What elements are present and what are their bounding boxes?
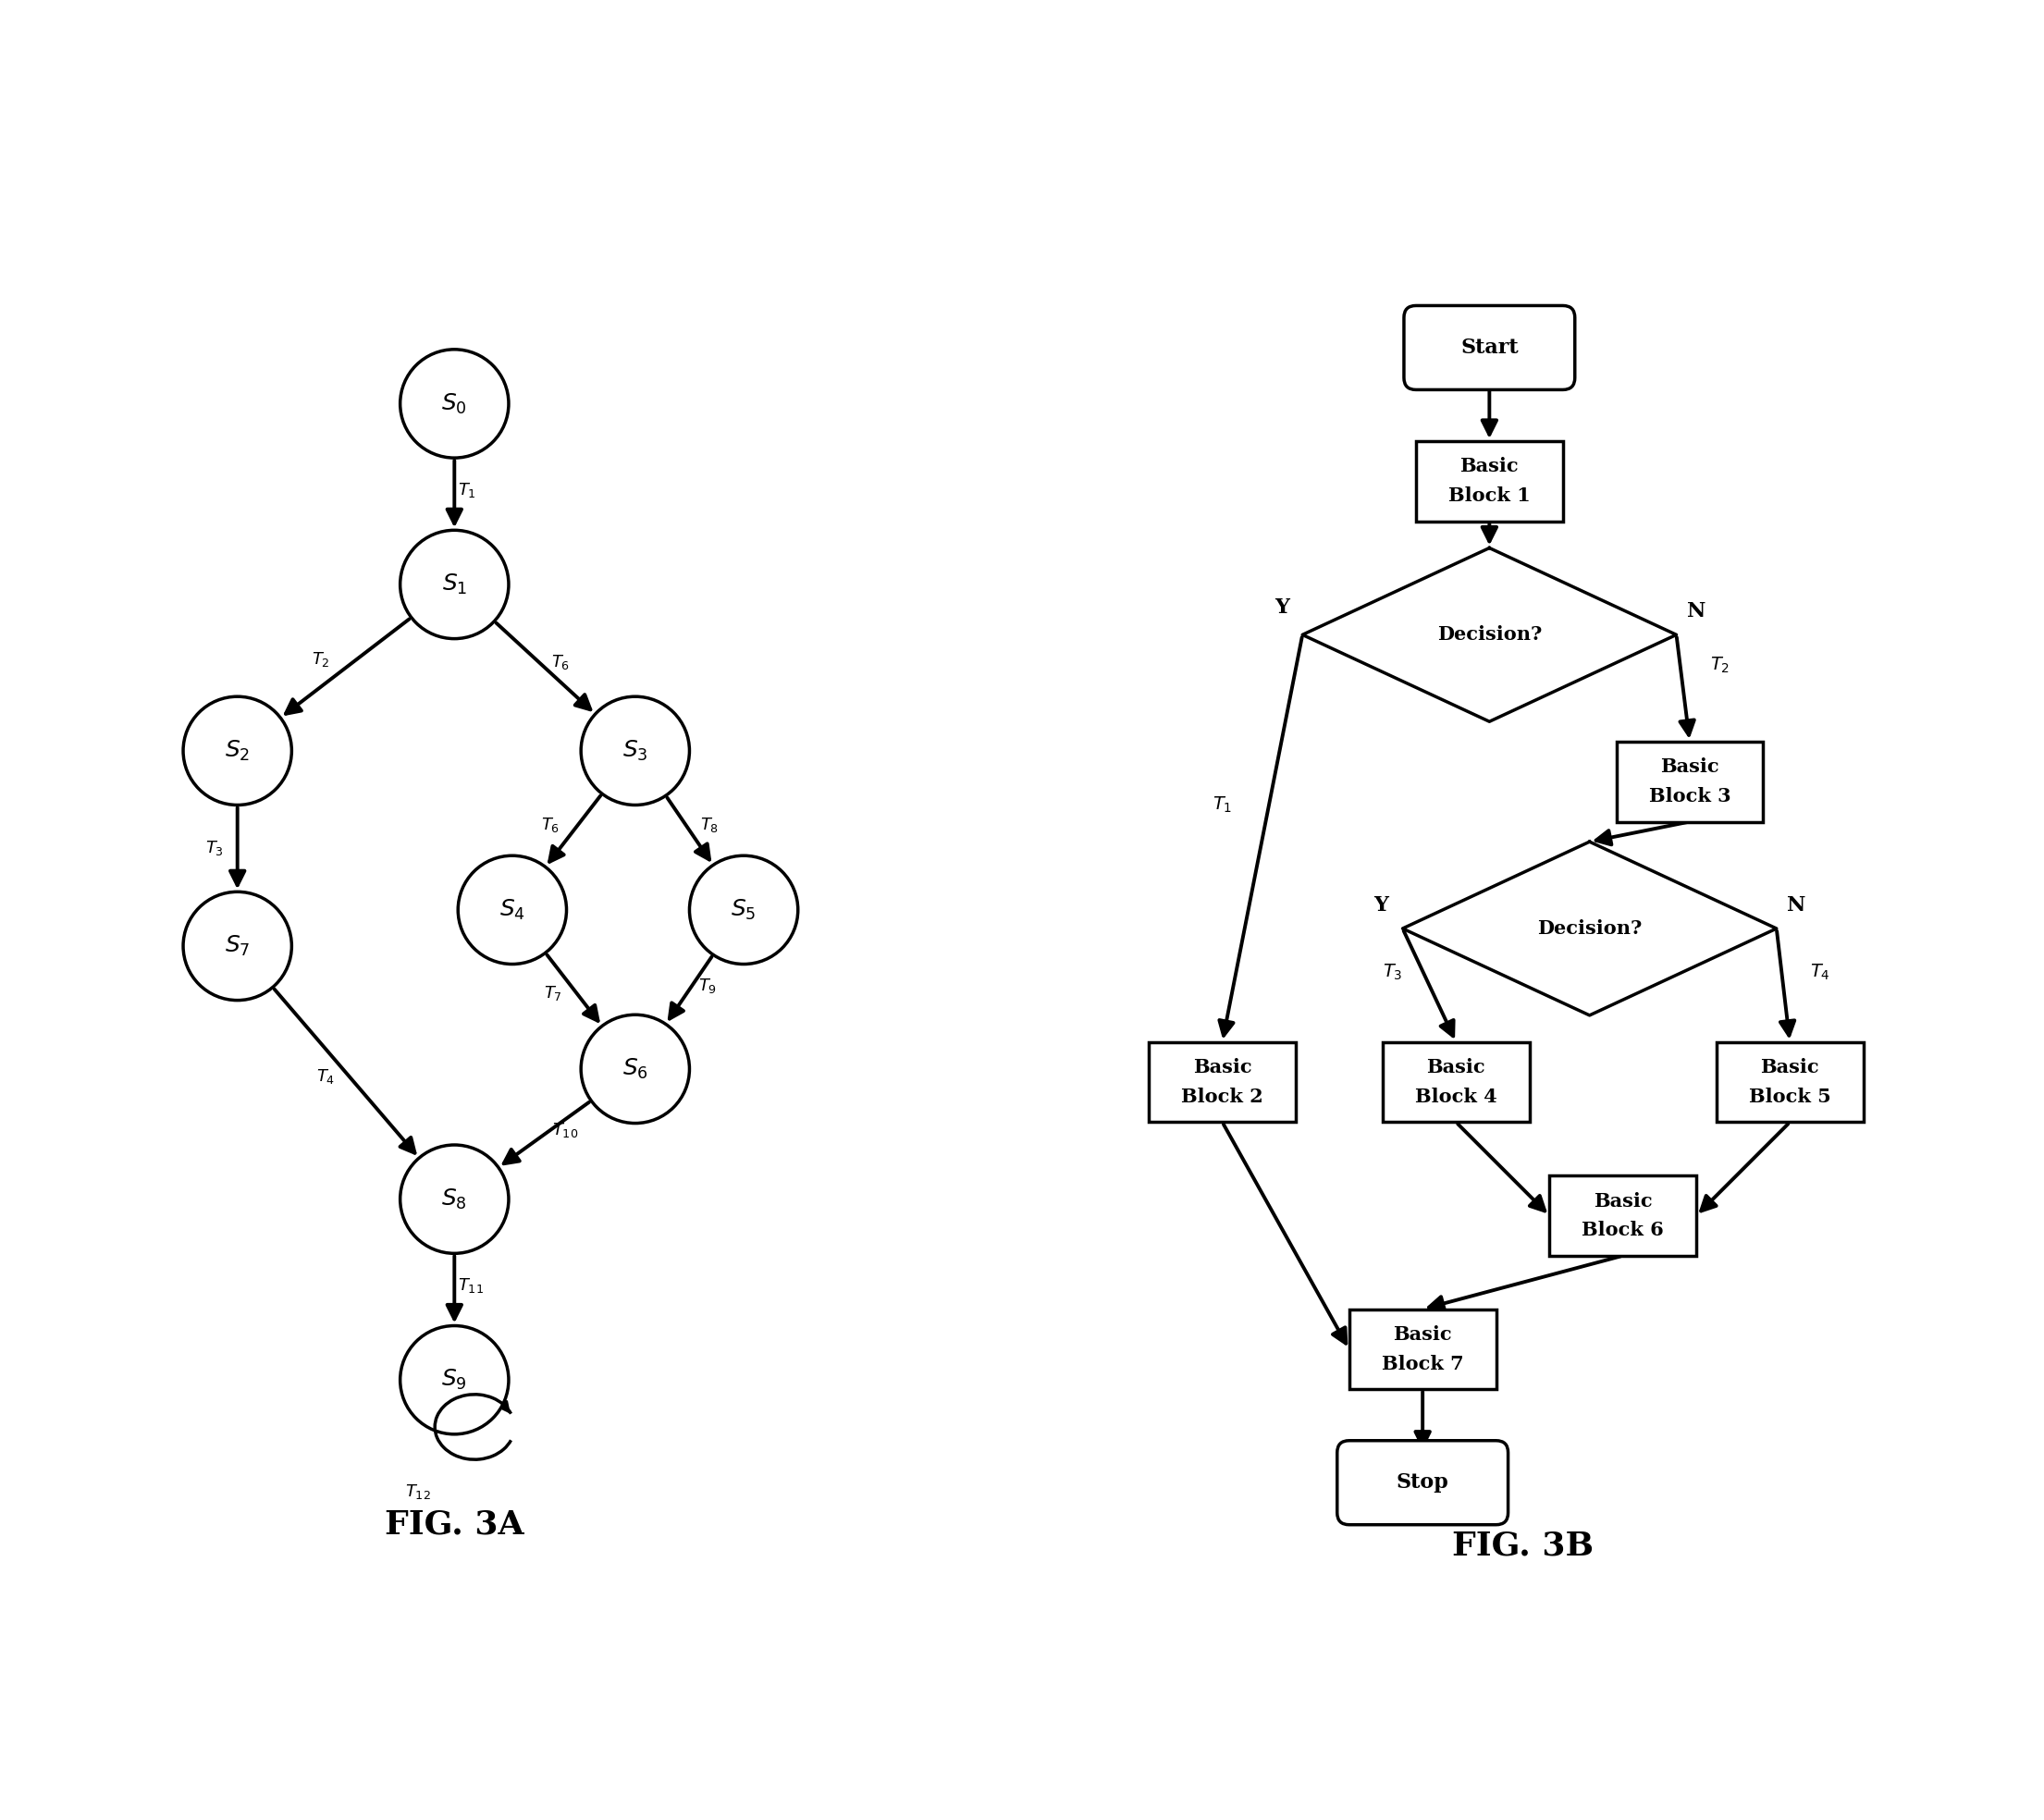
Text: $T_{8}$: $T_{8}$ — [701, 815, 719, 834]
Text: FIG. 3A: FIG. 3A — [384, 1509, 523, 1540]
Text: $T_4$: $T_4$ — [1809, 963, 1829, 981]
Text: Y: Y — [1275, 597, 1290, 619]
Text: $S_{7}$: $S_{7}$ — [225, 934, 249, 957]
Circle shape — [184, 892, 292, 1001]
Bar — [1416, 440, 1564, 521]
Text: Block 4: Block 4 — [1414, 1088, 1496, 1107]
Text: $T_{6}$: $T_{6}$ — [542, 815, 560, 834]
Text: Basic: Basic — [1459, 457, 1519, 475]
Text: $T_{7}$: $T_{7}$ — [544, 985, 562, 1003]
Text: Y: Y — [1374, 895, 1388, 915]
Text: $S_{5}$: $S_{5}$ — [732, 897, 756, 923]
Text: Basic: Basic — [1394, 1325, 1451, 1343]
Circle shape — [401, 1145, 509, 1254]
Text: $S_{9}$: $S_{9}$ — [442, 1369, 468, 1392]
Text: $T_2$: $T_2$ — [1711, 655, 1729, 675]
Text: $T_{6}$: $T_{6}$ — [552, 653, 570, 672]
Bar — [1617, 741, 1764, 821]
Circle shape — [689, 855, 797, 965]
Text: Basic: Basic — [1427, 1057, 1486, 1077]
Text: $T_{2}$: $T_{2}$ — [311, 650, 329, 668]
Text: $S_{4}$: $S_{4}$ — [499, 897, 525, 923]
Text: $T_{10}$: $T_{10}$ — [552, 1121, 578, 1139]
Text: $S_{8}$: $S_{8}$ — [442, 1187, 468, 1212]
FancyBboxPatch shape — [1337, 1441, 1508, 1525]
Circle shape — [580, 1016, 689, 1123]
Text: $T_{3}$: $T_{3}$ — [204, 839, 223, 857]
Bar — [1149, 1043, 1296, 1123]
Text: Basic: Basic — [1194, 1057, 1251, 1077]
Text: $T_{12}$: $T_{12}$ — [405, 1483, 431, 1502]
Text: Block 1: Block 1 — [1449, 486, 1531, 506]
Text: $T_{1}$: $T_{1}$ — [458, 480, 476, 501]
Bar — [1549, 1176, 1697, 1256]
Text: Decision?: Decision? — [1437, 626, 1541, 644]
Text: Stop: Stop — [1396, 1472, 1449, 1492]
Text: $S_{0}$: $S_{0}$ — [442, 391, 468, 415]
Text: Start: Start — [1459, 337, 1519, 359]
Text: Basic: Basic — [1594, 1192, 1652, 1210]
Text: Basic: Basic — [1760, 1057, 1819, 1077]
Circle shape — [401, 530, 509, 639]
Text: $T_3$: $T_3$ — [1382, 963, 1402, 981]
Text: Basic: Basic — [1660, 757, 1719, 775]
Circle shape — [401, 349, 509, 459]
Text: $T_{4}$: $T_{4}$ — [317, 1067, 335, 1085]
Bar — [1382, 1043, 1529, 1123]
Text: $T_{9}$: $T_{9}$ — [699, 977, 717, 996]
Circle shape — [458, 855, 566, 965]
Text: Block 3: Block 3 — [1650, 786, 1731, 806]
Text: Decision?: Decision? — [1537, 919, 1641, 937]
Polygon shape — [1302, 548, 1676, 721]
Text: $T_1$: $T_1$ — [1212, 795, 1233, 815]
Circle shape — [401, 1325, 509, 1434]
Circle shape — [184, 697, 292, 804]
Text: N: N — [1786, 895, 1807, 915]
Text: $T_{11}$: $T_{11}$ — [458, 1276, 482, 1294]
Circle shape — [580, 697, 689, 804]
Text: N: N — [1686, 601, 1707, 621]
Bar — [1717, 1043, 1864, 1123]
Text: FIG. 3B: FIG. 3B — [1451, 1531, 1594, 1562]
Text: Block 5: Block 5 — [1750, 1088, 1831, 1107]
FancyBboxPatch shape — [1404, 306, 1574, 389]
Text: $S_{6}$: $S_{6}$ — [621, 1057, 648, 1081]
Text: $S_{1}$: $S_{1}$ — [442, 571, 466, 597]
Text: $S_{2}$: $S_{2}$ — [225, 739, 249, 763]
Text: Block 6: Block 6 — [1582, 1221, 1664, 1239]
Bar — [1349, 1309, 1496, 1389]
Text: Block 7: Block 7 — [1382, 1354, 1464, 1372]
Polygon shape — [1402, 841, 1776, 1016]
Text: $S_{3}$: $S_{3}$ — [623, 739, 648, 763]
Text: Block 2: Block 2 — [1181, 1088, 1263, 1107]
